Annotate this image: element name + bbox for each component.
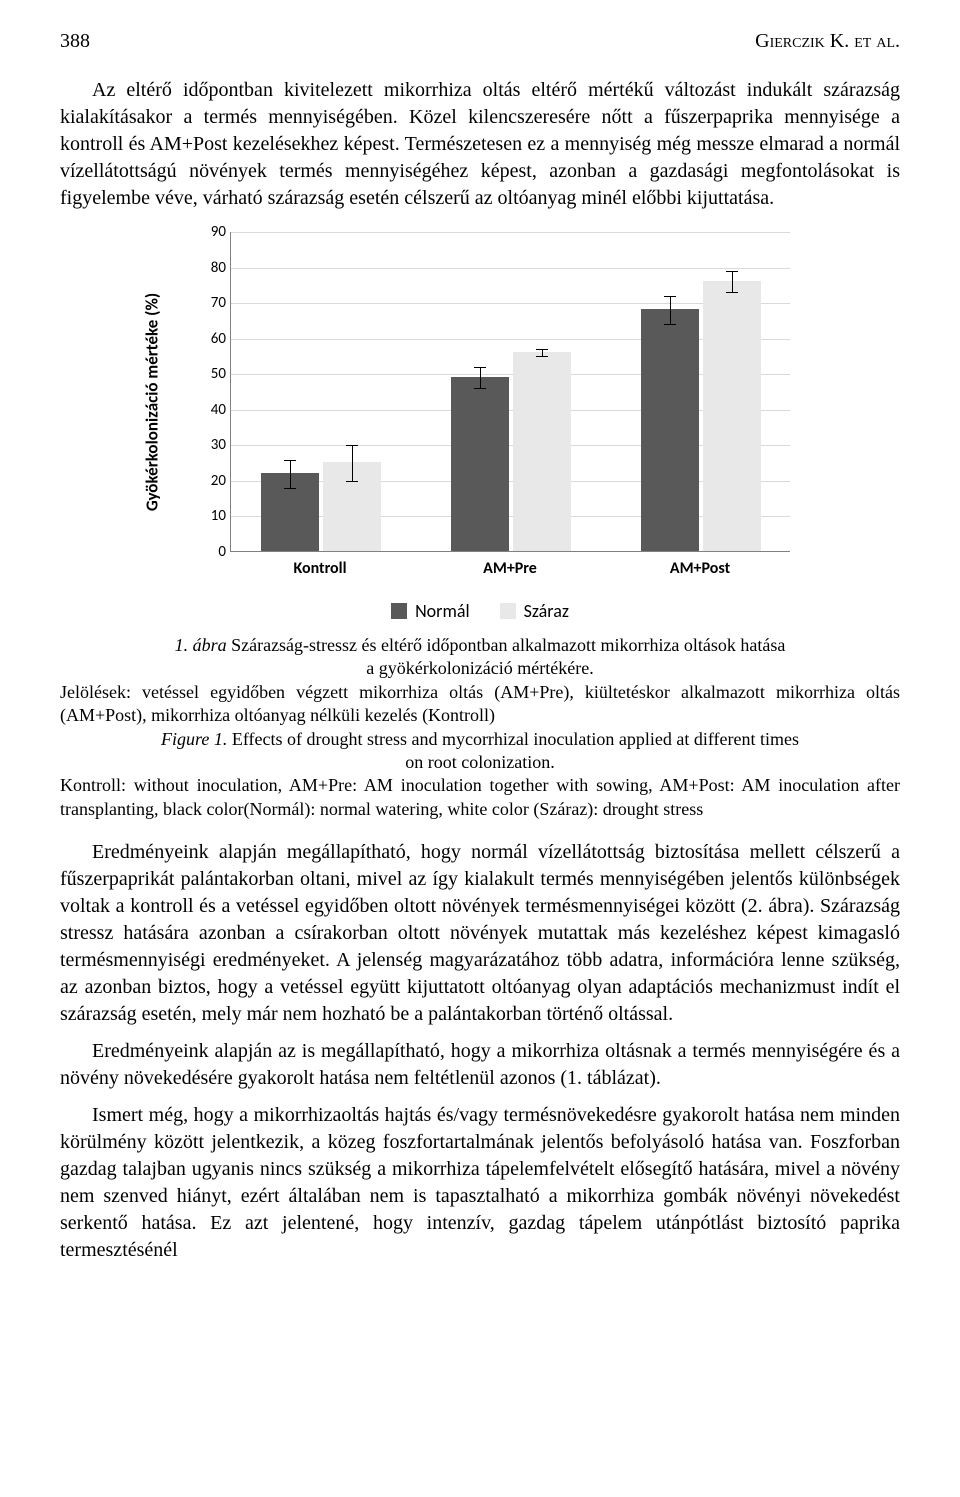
error-cap <box>726 271 738 272</box>
bar <box>513 352 571 551</box>
caption-fig-label-hu: 1. ábra <box>175 635 227 655</box>
page-header: 388 Gierczik K. et al. <box>60 30 900 53</box>
error-cap <box>726 292 738 293</box>
error-cap <box>664 296 676 297</box>
y-tick-label: 50 <box>200 365 226 383</box>
y-tick-label: 10 <box>200 507 226 525</box>
error-cap <box>284 488 296 489</box>
caption-line3: Jelölések: vetéssel egyidőben végzett mi… <box>60 682 900 725</box>
caption-line5: on root colonization. <box>60 751 900 774</box>
error-cap <box>346 481 358 482</box>
chart-box: Gyökérkolonizáció mértéke (%) 0102030405… <box>160 222 800 582</box>
gridline <box>231 232 790 233</box>
caption-fig-label-en: Figure 1. <box>161 729 227 749</box>
legend: Normál Száraz <box>160 600 800 622</box>
y-tick-label: 90 <box>200 223 226 241</box>
gridline <box>231 268 790 269</box>
y-tick-label: 0 <box>200 543 226 561</box>
error-cap <box>346 445 358 446</box>
y-tick-label: 70 <box>200 294 226 312</box>
paragraph-3: Eredményeink alapján az is megállapíthat… <box>60 1038 900 1092</box>
caption-line6: Kontroll: without inoculation, AM+Pre: A… <box>60 775 900 818</box>
y-tick-label: 30 <box>200 436 226 454</box>
error-cap <box>474 388 486 389</box>
y-tick-label: 80 <box>200 259 226 277</box>
y-tick-label: 60 <box>200 330 226 348</box>
y-tick-label: 20 <box>200 472 226 490</box>
page-number: 388 <box>60 30 90 53</box>
error-bar <box>480 367 481 388</box>
y-axis-title: Gyökérkolonizáció mértéke (%) <box>142 293 163 511</box>
error-bar <box>732 271 733 292</box>
paragraph-2: Eredményeink alapján megállapítható, hog… <box>60 839 900 1028</box>
figure-caption: 1. ábra Szárazság-stressz és eltérő időp… <box>60 634 900 821</box>
bar <box>451 377 509 551</box>
bar <box>703 281 761 551</box>
error-bar <box>290 460 291 488</box>
paragraph-4: Ismert még, hogy a mikorrhizaoltás hajtá… <box>60 1102 900 1264</box>
legend-swatch-normal <box>391 603 407 619</box>
bar <box>641 309 699 551</box>
x-tick-label: AM+Pre <box>483 559 537 578</box>
y-tick-label: 40 <box>200 401 226 419</box>
legend-item-normal: Normál <box>391 600 470 622</box>
x-tick-label: AM+Post <box>670 559 730 578</box>
error-cap <box>536 356 548 357</box>
caption-line1: Szárazság-stressz és eltérő időpontban a… <box>227 635 786 655</box>
error-bar <box>670 296 671 324</box>
page: 388 Gierczik K. et al. Az eltérő időpont… <box>0 0 960 1304</box>
figure-1: Gyökérkolonizáció mértéke (%) 0102030405… <box>160 222 800 622</box>
legend-label-szaraz: Száraz <box>524 600 569 622</box>
legend-swatch-szaraz <box>500 603 516 619</box>
error-cap <box>536 349 548 350</box>
error-bar <box>542 349 543 356</box>
error-bar <box>352 445 353 481</box>
x-tick-label: Kontroll <box>293 559 346 578</box>
caption-line4: Effects of drought stress and mycorrhiza… <box>227 729 799 749</box>
error-cap <box>284 460 296 461</box>
plot-area <box>230 232 790 552</box>
legend-label-normal: Normál <box>415 600 470 622</box>
caption-line2: a gyökérkolonizáció mértékére. <box>60 657 900 680</box>
error-cap <box>664 324 676 325</box>
legend-item-szaraz: Száraz <box>500 600 569 622</box>
page-author: Gierczik K. et al. <box>755 30 900 53</box>
error-cap <box>474 367 486 368</box>
paragraph-1: Az eltérő időpontban kivitelezett mikorr… <box>60 77 900 212</box>
